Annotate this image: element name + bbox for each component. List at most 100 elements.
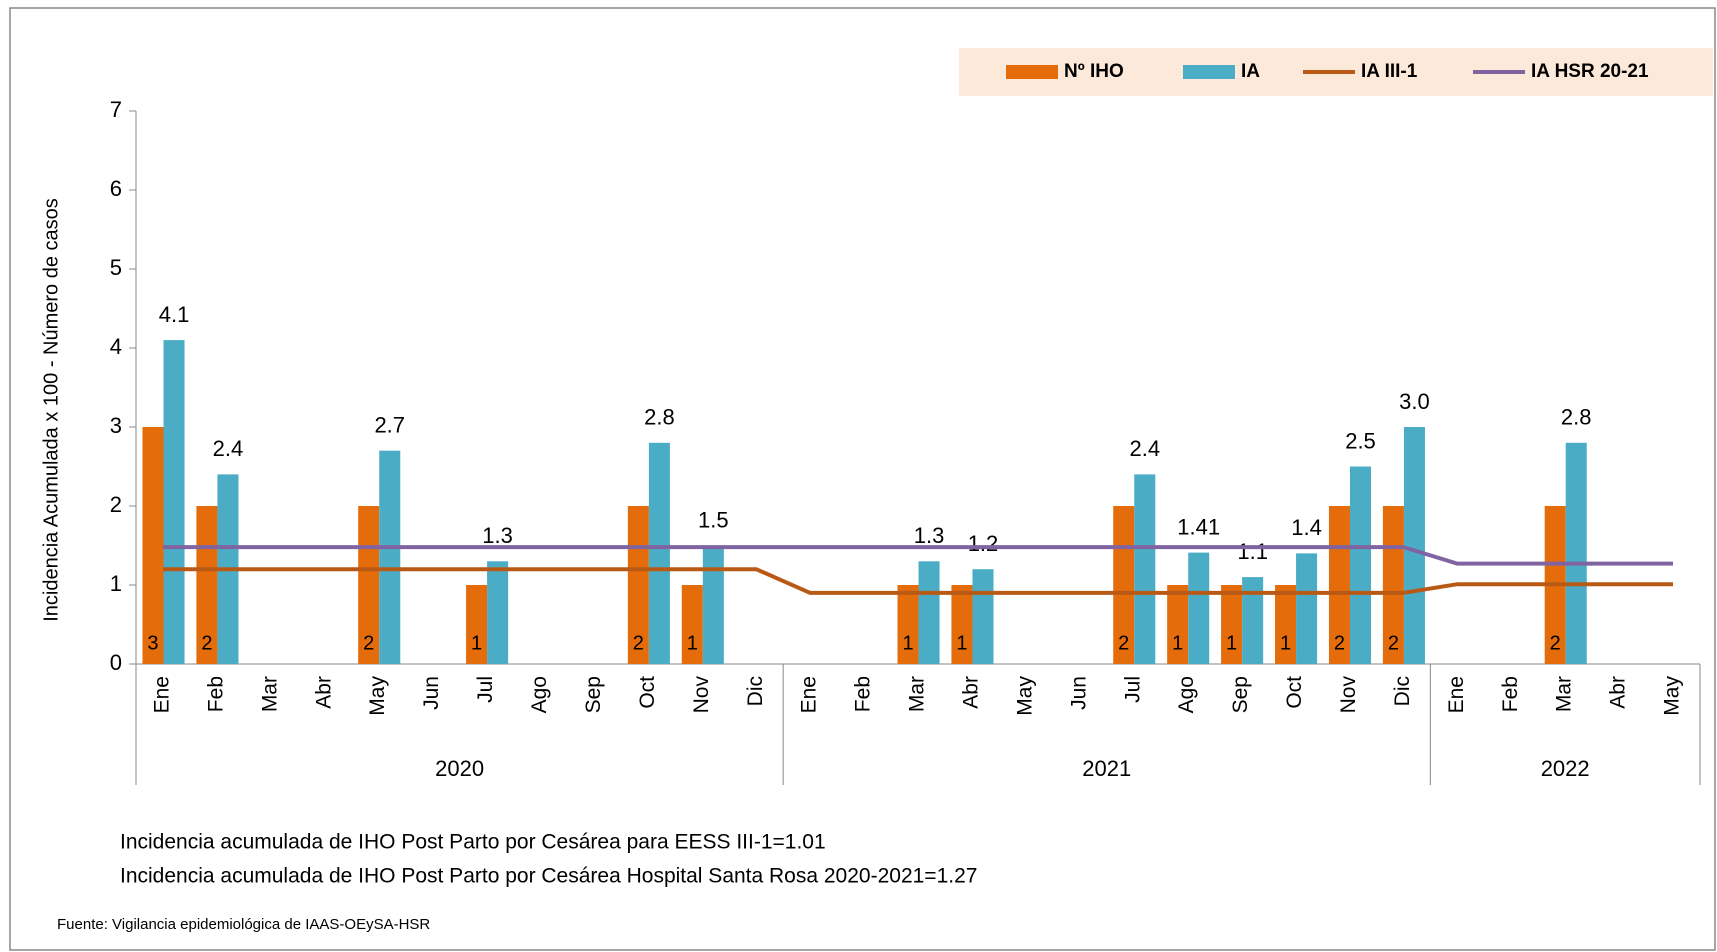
bar bbox=[951, 585, 973, 664]
bar bbox=[1565, 442, 1587, 664]
data-label: 1 bbox=[1226, 632, 1237, 654]
bar bbox=[466, 585, 488, 664]
bar bbox=[1403, 427, 1425, 664]
x-tick-label: Ago bbox=[1175, 676, 1198, 713]
x-tick-label: Mar bbox=[258, 676, 281, 712]
data-label: 2.8 bbox=[1561, 405, 1592, 430]
data-label: 2.4 bbox=[1129, 436, 1160, 461]
x-tick-label: Abr bbox=[312, 676, 335, 709]
data-label: 2.5 bbox=[1345, 428, 1376, 453]
x-tick-label: Oct bbox=[636, 676, 659, 709]
data-label: 2 bbox=[363, 632, 374, 654]
data-label: 1.1 bbox=[1237, 539, 1268, 564]
x-tick-label: May bbox=[366, 676, 389, 716]
data-label: 1 bbox=[1280, 632, 1291, 654]
bar bbox=[681, 585, 703, 664]
x-tick-label: Ene bbox=[151, 676, 174, 713]
bar bbox=[1188, 552, 1210, 664]
line bbox=[162, 567, 1674, 595]
bar bbox=[897, 585, 919, 664]
bar bbox=[379, 450, 401, 664]
data-label: 1 bbox=[902, 632, 913, 654]
x-tick-label: Ago bbox=[528, 676, 551, 713]
legend-label: IA HSR 20-21 bbox=[1531, 61, 1649, 82]
data-label: 2.7 bbox=[374, 413, 405, 438]
x-tick-label: Ene bbox=[798, 676, 821, 713]
data-label: 1.41 bbox=[1177, 514, 1220, 539]
data-label: 1.4 bbox=[1291, 515, 1322, 540]
bar bbox=[1167, 585, 1189, 664]
x-tick-label: Jul bbox=[474, 676, 497, 703]
data-label: 3 bbox=[147, 632, 158, 654]
bar bbox=[972, 569, 994, 664]
bar bbox=[1134, 474, 1156, 664]
bar bbox=[918, 561, 940, 664]
source: Fuente: Vigilancia epidemiológica de IAA… bbox=[57, 916, 430, 933]
x-tick-label: Feb bbox=[204, 676, 227, 712]
y-tick-label: 4 bbox=[110, 334, 122, 359]
line bbox=[162, 545, 1674, 566]
x-tick-label: Nov bbox=[690, 676, 713, 714]
x-tick-label: Mar bbox=[906, 676, 929, 712]
data-label: 2.8 bbox=[644, 405, 675, 430]
bar bbox=[1349, 466, 1372, 664]
data-label: 1 bbox=[471, 632, 482, 654]
data-label: 2 bbox=[1388, 632, 1399, 654]
bar bbox=[163, 340, 185, 664]
x-tick-label: Dic bbox=[1391, 676, 1414, 706]
x-tick-label: Abr bbox=[1607, 676, 1630, 709]
bar bbox=[648, 442, 670, 664]
x-group-label: 2022 bbox=[1541, 756, 1590, 781]
x-group-label: 2021 bbox=[1082, 756, 1131, 781]
legend-swatch bbox=[1006, 65, 1058, 79]
data-label: 1.3 bbox=[482, 523, 513, 548]
data-label: 2 bbox=[1334, 632, 1345, 654]
data-label: 3.0 bbox=[1399, 389, 1430, 414]
x-tick-label: Oct bbox=[1283, 676, 1306, 709]
x-tick-label: Sep bbox=[1229, 676, 1252, 713]
x-group-label: 2020 bbox=[435, 756, 484, 781]
data-label: 1.5 bbox=[698, 507, 729, 532]
x-tick-label: Sep bbox=[582, 676, 605, 713]
note: Incidencia acumulada de IHO Post Parto p… bbox=[120, 831, 826, 854]
y-tick-label: 0 bbox=[110, 650, 122, 675]
data-label: 4.1 bbox=[159, 302, 190, 327]
data-label: 2 bbox=[201, 632, 212, 654]
data-label: 2.4 bbox=[213, 436, 244, 461]
y-tick-label: 1 bbox=[110, 571, 122, 596]
x-tick-label: Ene bbox=[1445, 676, 1468, 713]
x-tick-label: Jun bbox=[1067, 676, 1090, 710]
note: Incidencia acumulada de IHO Post Parto p… bbox=[120, 865, 977, 888]
x-tick-label: Jun bbox=[420, 676, 443, 710]
y-tick-label: 5 bbox=[110, 255, 122, 280]
frame bbox=[9, 7, 1716, 951]
data-label: 1.2 bbox=[968, 531, 999, 556]
y-tick-label: 6 bbox=[110, 176, 122, 201]
data-label: 1.3 bbox=[914, 523, 945, 548]
bar bbox=[142, 427, 164, 664]
legend-label: IA III-1 bbox=[1361, 61, 1418, 82]
data-label: 2 bbox=[1550, 632, 1561, 654]
legend-swatch bbox=[1183, 65, 1235, 79]
data-label: 2 bbox=[633, 632, 644, 654]
data-label: 1 bbox=[1172, 632, 1183, 654]
x-tick-label: Nov bbox=[1337, 676, 1360, 714]
bar bbox=[1275, 585, 1297, 664]
x-tick-label: Abr bbox=[959, 676, 982, 709]
data-label: 1 bbox=[956, 632, 967, 654]
x-tick-label: May bbox=[1661, 676, 1684, 716]
bar bbox=[1296, 553, 1318, 664]
legend-label: IA bbox=[1241, 61, 1260, 82]
x-tick-label: Feb bbox=[1499, 676, 1522, 712]
y-axis-label: Incidencia Acumulada x 100 - Número de c… bbox=[40, 198, 62, 622]
x-tick-label: Mar bbox=[1553, 676, 1576, 712]
x-tick-label: May bbox=[1013, 676, 1036, 716]
bar bbox=[1242, 577, 1264, 664]
bar bbox=[1221, 585, 1243, 664]
data-label: 2 bbox=[1118, 632, 1129, 654]
bar bbox=[702, 545, 724, 664]
x-tick-label: Dic bbox=[744, 676, 767, 706]
x-tick-label: Feb bbox=[852, 676, 875, 712]
y-tick-label: 3 bbox=[110, 413, 122, 438]
